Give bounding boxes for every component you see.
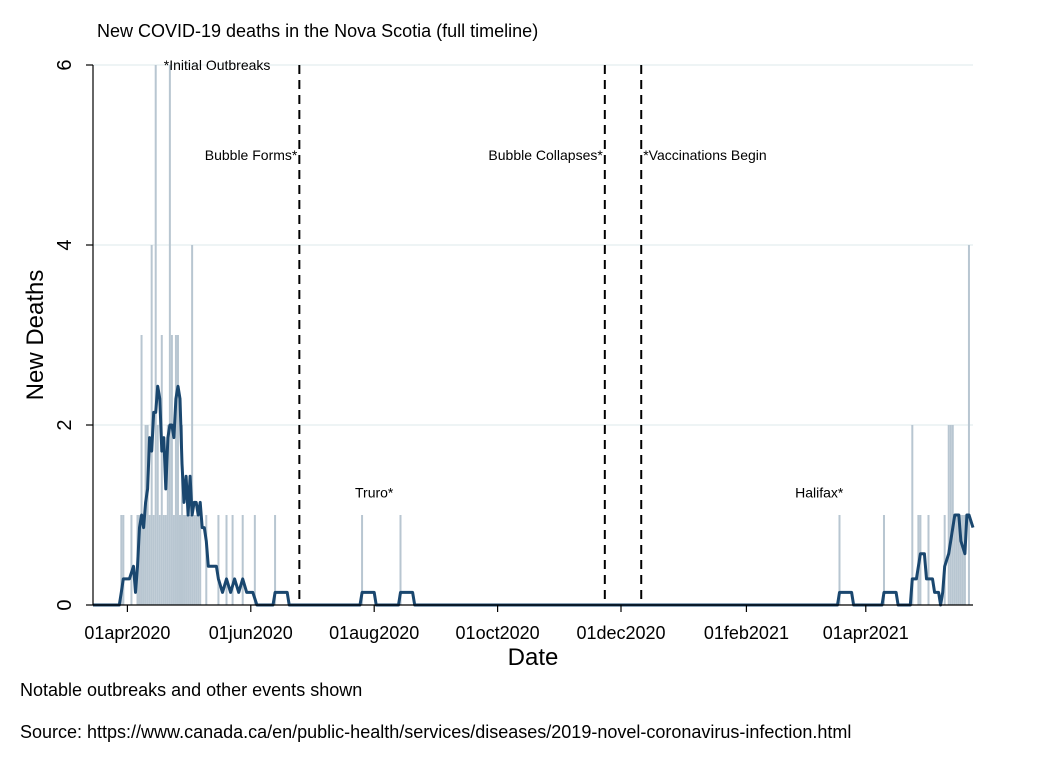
- bar: [142, 515, 145, 605]
- x-tick-label: 01apr2021: [823, 623, 909, 643]
- bar: [927, 515, 930, 605]
- bar: [189, 515, 192, 605]
- bar: [152, 515, 155, 605]
- bar: [160, 335, 163, 605]
- bar: [164, 515, 167, 605]
- x-axis-label: Date: [508, 644, 559, 671]
- bar: [963, 515, 966, 605]
- bar: [959, 515, 962, 605]
- bar: [138, 515, 141, 605]
- bar: [146, 425, 149, 605]
- annotations: *Initial Outbreaks Truro* Halifax*: [164, 57, 844, 501]
- bar: [181, 425, 184, 605]
- y-axis-label: New Deaths: [22, 270, 49, 401]
- event-lines: Bubble Forms* Bubble Collapses* *Vaccinati…: [205, 65, 767, 605]
- bar: [162, 515, 165, 605]
- note-caption: Notable outbreaks and other events shown: [20, 680, 363, 700]
- bar: [217, 515, 220, 605]
- bar: [122, 515, 125, 605]
- bar: [148, 515, 151, 605]
- bar: [183, 515, 186, 605]
- annotation-label: *Initial Outbreaks: [164, 57, 271, 73]
- series-line: [93, 384, 975, 607]
- bar: [154, 65, 157, 605]
- bar: [166, 425, 169, 605]
- x-tick-label: 01apr2020: [84, 623, 170, 643]
- bar: [197, 515, 200, 605]
- bar: [170, 335, 173, 605]
- bar: [191, 245, 194, 605]
- bar: [172, 515, 175, 605]
- bar: [195, 515, 198, 605]
- bar: [199, 515, 202, 605]
- bar: [174, 335, 177, 605]
- bar: [943, 515, 946, 605]
- x-tick-label: 01aug2020: [329, 623, 419, 643]
- bar: [399, 515, 402, 605]
- bar: [140, 335, 143, 605]
- annotation-label: Halifax*: [795, 485, 844, 501]
- y-tick-label: 0: [54, 599, 76, 610]
- bar: [241, 515, 244, 605]
- bar: [361, 515, 364, 605]
- bar: [130, 515, 133, 605]
- gridlines: [93, 64, 973, 426]
- bar: [949, 425, 952, 605]
- axes: 0 2 4 6 01apr2020 01jun2020 01aug2020 01oct2020…: [54, 59, 973, 643]
- bar: [168, 65, 171, 605]
- bar: [231, 515, 234, 605]
- bar: [955, 515, 958, 605]
- bar: [838, 515, 841, 605]
- deaths-chart: New COVID-19 deaths in the Nova Scotia (…: [22, 21, 975, 671]
- event-label: Bubble Forms*: [205, 147, 298, 163]
- bar: [187, 515, 190, 605]
- bar: [178, 515, 181, 605]
- bar: [158, 515, 161, 605]
- x-tick-label: 01dec2020: [576, 623, 665, 643]
- x-tick-label: 01feb2021: [704, 623, 789, 643]
- bar: [947, 425, 950, 605]
- x-tick-label: 01oct2020: [456, 623, 540, 643]
- bar-series: [120, 65, 970, 605]
- bar: [274, 515, 277, 605]
- bar: [951, 425, 954, 605]
- annotation-label: Truro*: [355, 485, 394, 501]
- bar: [156, 425, 159, 605]
- event-label: *Vaccinations Begin: [643, 147, 766, 163]
- event-label: Bubble Collapses*: [488, 147, 603, 163]
- x-tick-label: 01jun2020: [209, 623, 293, 643]
- bar: [120, 515, 123, 605]
- bar: [961, 515, 964, 605]
- average-line-series: [93, 384, 975, 607]
- bar: [882, 515, 885, 605]
- bar: [185, 515, 188, 605]
- y-tick-label: 2: [54, 419, 76, 430]
- bar: [953, 515, 956, 605]
- bar: [967, 245, 970, 605]
- bar: [176, 335, 179, 605]
- y-tick-label: 6: [54, 59, 76, 70]
- bar: [193, 515, 196, 605]
- bar: [225, 515, 228, 605]
- chart-title: New COVID-19 deaths in the Nova Scotia (…: [97, 21, 538, 41]
- y-tick-label: 4: [54, 239, 76, 250]
- source-caption: Source: https://www.canada.ca/en/public-…: [20, 722, 852, 742]
- bar: [911, 425, 914, 605]
- bar: [957, 515, 960, 605]
- bar: [205, 515, 208, 605]
- bar: [253, 515, 256, 605]
